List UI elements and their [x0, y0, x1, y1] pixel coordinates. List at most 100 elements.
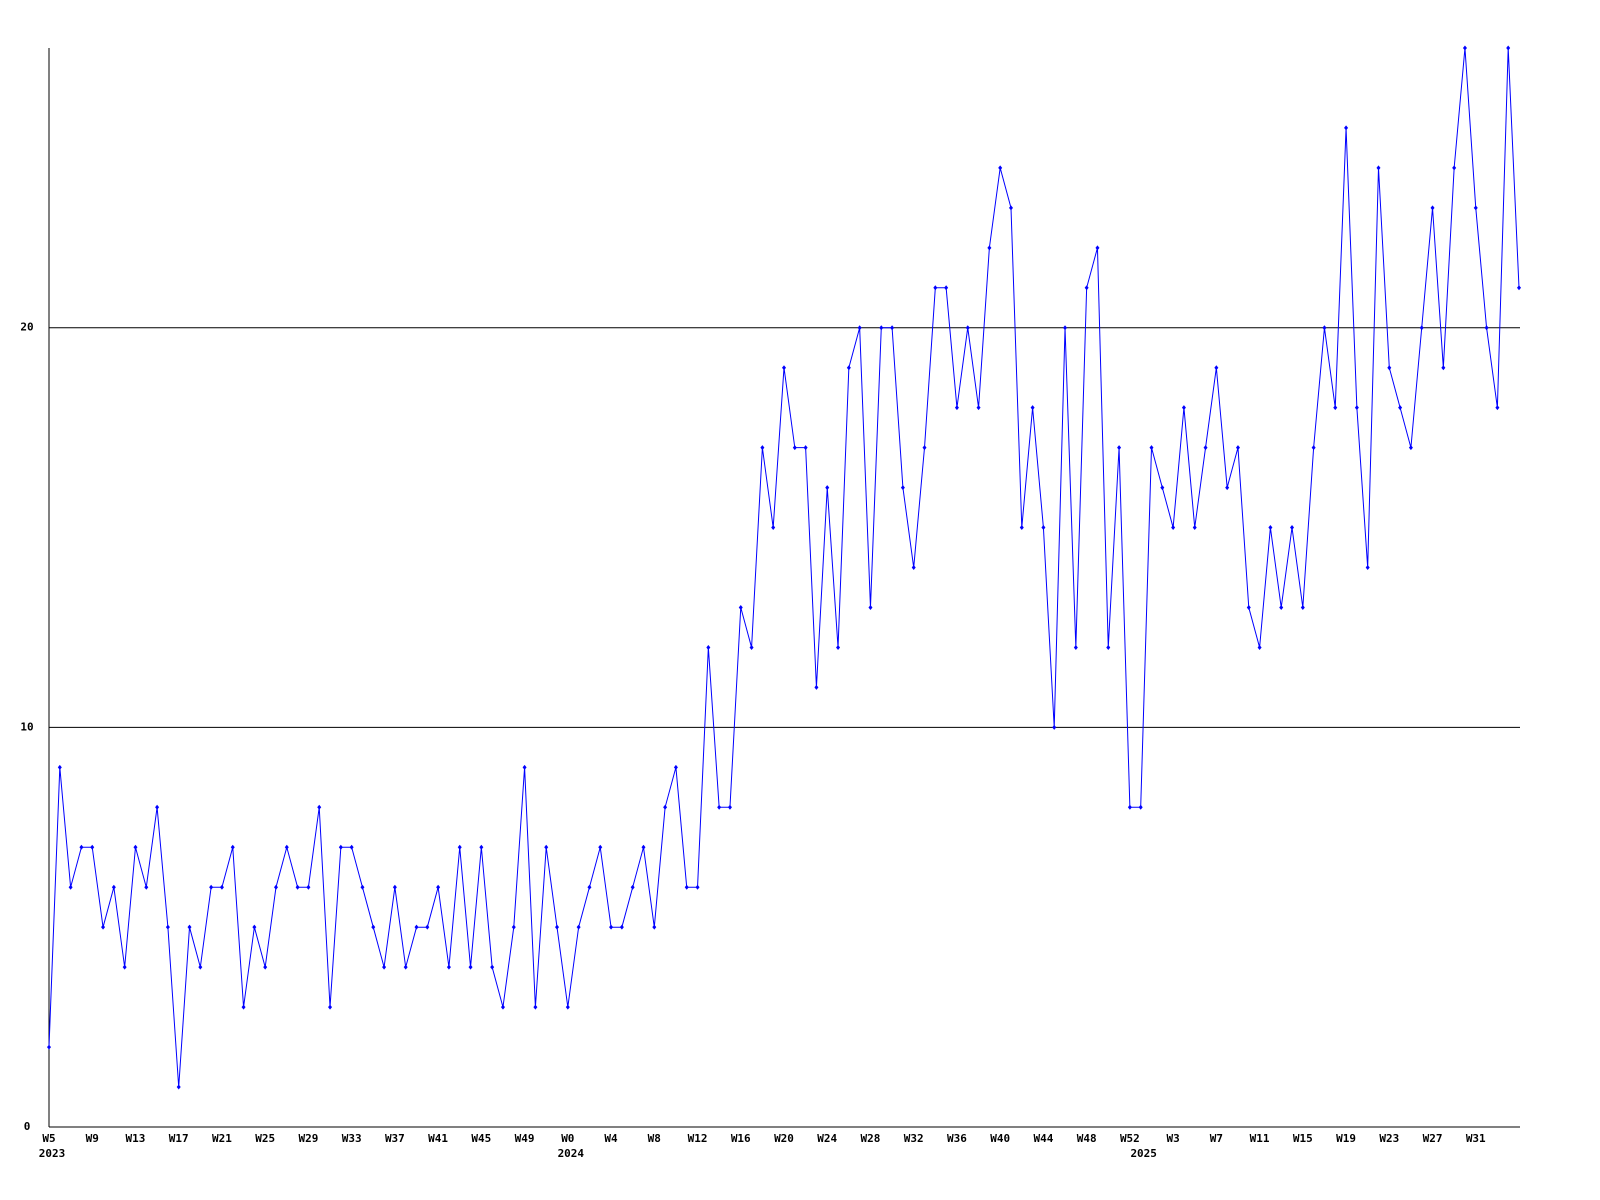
data-point — [1008, 205, 1013, 211]
y-tick-label: 10 — [20, 720, 33, 733]
x-tick-label: W44 — [1033, 1132, 1053, 1145]
data-point — [1462, 45, 1467, 51]
data-point — [1322, 325, 1327, 331]
x-tick-label: W36 — [947, 1132, 967, 1145]
data-point — [133, 844, 138, 850]
data-point — [122, 964, 127, 970]
data-point — [1311, 445, 1316, 451]
data-point — [1387, 365, 1392, 371]
x-tick-label: W3 — [1166, 1132, 1179, 1145]
data-point — [328, 1004, 333, 1010]
data-point — [198, 964, 203, 970]
data-point — [111, 884, 116, 890]
x-tick-label: W45 — [471, 1132, 491, 1145]
data-point — [825, 485, 830, 491]
data-point — [533, 1004, 538, 1010]
data-point — [771, 525, 776, 531]
data-point — [1138, 804, 1143, 810]
data-point — [90, 844, 95, 850]
data-point — [782, 365, 786, 371]
x-tick-label: W15 — [1293, 1132, 1313, 1145]
data-point — [598, 844, 603, 850]
data-point — [879, 325, 884, 331]
data-point — [1441, 365, 1446, 371]
x-tick-label: W29 — [298, 1132, 318, 1145]
data-point — [209, 884, 214, 890]
data-point — [544, 844, 549, 850]
data-point — [1171, 525, 1176, 531]
x-tick-label: W23 — [1379, 1132, 1399, 1145]
data-point — [684, 884, 689, 890]
data-point — [446, 964, 451, 970]
data-point — [1084, 285, 1089, 291]
data-point — [1095, 245, 1100, 251]
data-point — [706, 644, 711, 650]
data-point — [1149, 445, 1154, 451]
data-point — [371, 924, 376, 930]
x-year-label: 2024 — [558, 1147, 585, 1160]
data-point — [803, 445, 808, 451]
data-point — [1225, 485, 1230, 491]
data-point — [1408, 445, 1413, 451]
data-point — [187, 924, 192, 930]
data-point — [727, 804, 732, 810]
data-point — [1517, 285, 1521, 291]
data-point — [792, 445, 797, 451]
data-point — [846, 365, 851, 371]
data-point — [1290, 525, 1295, 531]
data-point — [868, 604, 873, 610]
data-point — [814, 684, 819, 690]
x-tick-label: W19 — [1336, 1132, 1356, 1145]
data-point — [911, 565, 916, 571]
data-point — [79, 844, 84, 850]
x-tick-label: W9 — [86, 1132, 99, 1145]
x-tick-label: W52 — [1120, 1132, 1140, 1145]
y-tick-label: 0 — [24, 1120, 31, 1133]
x-tick-label: W25 — [255, 1132, 275, 1145]
data-point — [1073, 644, 1078, 650]
data-point — [738, 604, 743, 610]
data-point — [57, 764, 62, 770]
data-point — [457, 844, 462, 850]
data-point — [1365, 565, 1370, 571]
data-point — [1030, 405, 1035, 411]
x-tick-label: W37 — [385, 1132, 405, 1145]
data-point — [425, 924, 430, 930]
data-point — [392, 884, 397, 890]
x-tick-label: W49 — [515, 1132, 535, 1145]
x-tick-label: W28 — [861, 1132, 881, 1145]
data-point — [144, 884, 149, 890]
data-point — [176, 1084, 181, 1090]
x-tick-label: W17 — [169, 1132, 189, 1145]
data-point — [1106, 644, 1111, 650]
data-point — [1214, 365, 1219, 371]
x-tick-label: W32 — [904, 1132, 924, 1145]
data-point — [1279, 604, 1284, 610]
data-point — [965, 325, 970, 331]
data-point — [587, 884, 592, 890]
data-point — [836, 644, 841, 650]
data-point — [403, 964, 408, 970]
data-point — [1192, 525, 1197, 531]
data-point — [1430, 205, 1435, 211]
x-tick-label: W31 — [1466, 1132, 1486, 1145]
data-point — [1203, 445, 1208, 451]
x-tick-label: W8 — [648, 1132, 661, 1145]
data-point — [1019, 525, 1024, 531]
data-point — [619, 924, 624, 930]
data-point — [284, 844, 289, 850]
x-tick-label: W20 — [774, 1132, 794, 1145]
data-point — [360, 884, 365, 890]
data-point — [263, 964, 268, 970]
data-point — [998, 165, 1003, 171]
x-tick-label: W27 — [1423, 1132, 1443, 1145]
data-point — [1181, 405, 1186, 411]
data-point — [241, 1004, 246, 1010]
data-point — [1473, 205, 1478, 211]
data-point — [382, 964, 387, 970]
data-point — [565, 1004, 570, 1010]
data-point — [555, 924, 560, 930]
data-point — [900, 485, 905, 491]
data-point — [1376, 165, 1381, 171]
data-point — [987, 245, 992, 251]
